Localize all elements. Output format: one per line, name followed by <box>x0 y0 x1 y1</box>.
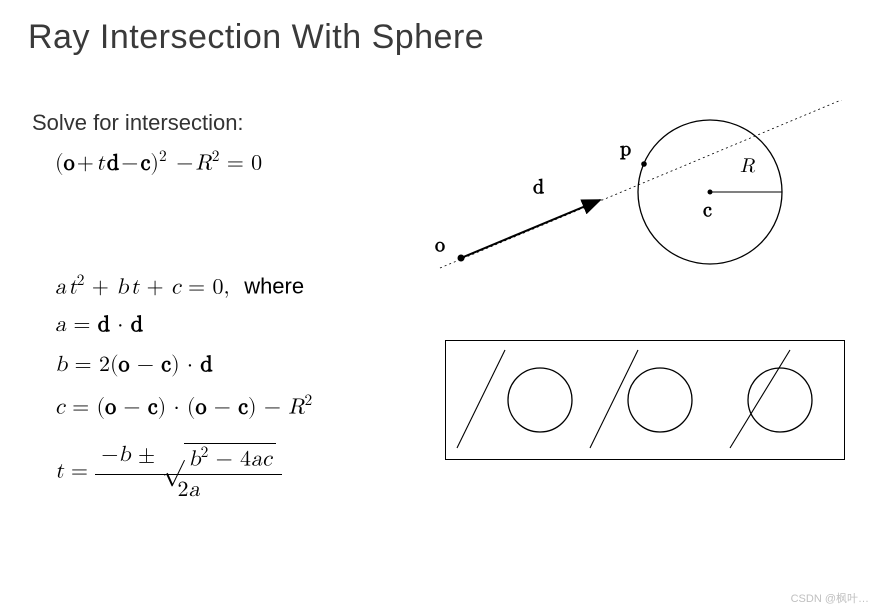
equation-main: (o + t d − c)2 − R2 = 0 <box>55 148 262 176</box>
svg-text:d: d <box>533 177 544 197</box>
svg-text:c: c <box>703 200 712 220</box>
svg-text:R: R <box>740 156 756 176</box>
subtitle: Solve for intersection: <box>32 110 244 136</box>
intersection-cases-diagram <box>445 340 845 460</box>
sphere-ray-diagram: o d p c R <box>435 100 865 280</box>
svg-text:o: o <box>435 235 445 255</box>
svg-text:p: p <box>620 139 631 160</box>
equation-quadratic: a t2 + b t + c = 0, where <box>55 272 304 300</box>
equation-b: b = 2(o − c) · d <box>55 352 213 378</box>
equation-a: a = d · d <box>55 312 143 338</box>
where-label: where <box>244 273 304 298</box>
equation-c: c = (o − c) · (o − c) − R2 <box>55 392 312 420</box>
watermark: CSDN @枫叶… <box>791 590 869 606</box>
equation-t: t = −b ± √b2 − 4ac 2a <box>55 442 282 503</box>
page-title: Ray Intersection With Sphere <box>28 18 484 57</box>
